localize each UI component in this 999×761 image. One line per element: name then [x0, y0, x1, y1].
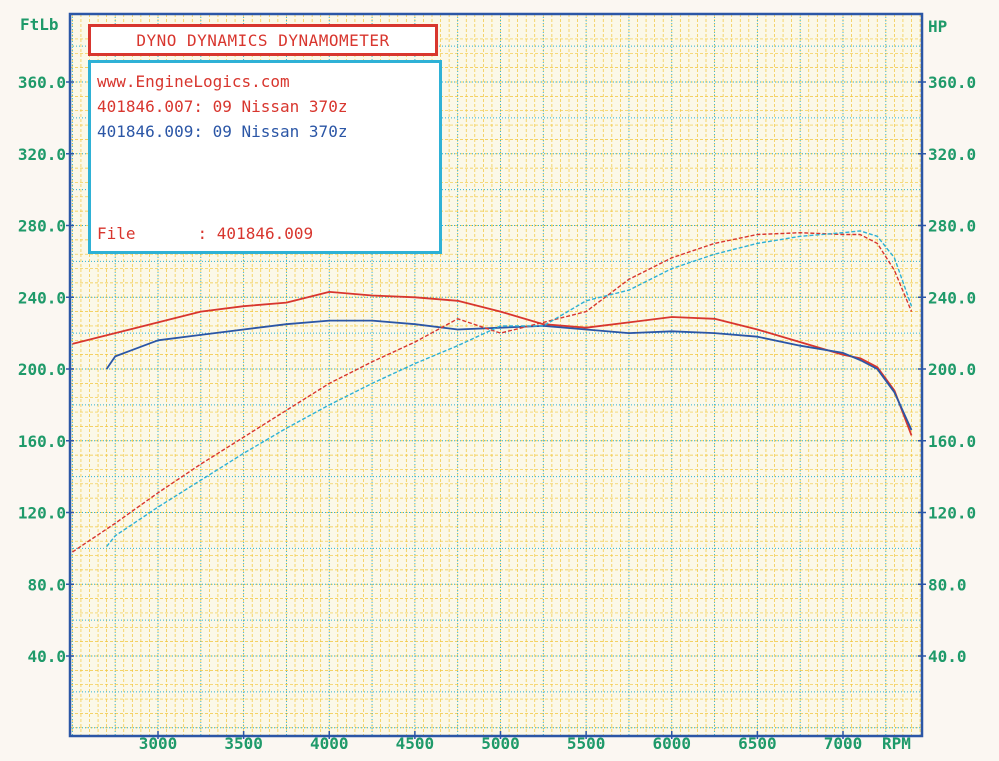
x-tick-label: 5500 — [567, 734, 606, 753]
x-tick-label: 5000 — [481, 734, 520, 753]
y-tick-label-right: 40.0 — [928, 647, 967, 666]
website-label: www.EngineLogics.com — [97, 72, 290, 91]
y-tick-label-left: 120.0 — [18, 504, 66, 523]
file-line: File : 401846.009 — [97, 221, 313, 246]
y-axis-left: 40.0 80.0 120.0 160.0 200.0 240.0 280.0 320.0 36… — [18, 73, 74, 666]
legend-entry-run-007: 401846.007: 09 Nissan 370z — [97, 97, 348, 116]
y-tick-label-left: 280.0 — [18, 217, 66, 236]
x-tick-label: 4500 — [396, 734, 435, 753]
left-unit-label: FtLb — [20, 15, 59, 34]
y-tick-label-right: 360.0 — [928, 73, 976, 92]
y-tick-label-left: 200.0 — [18, 360, 66, 379]
x-unit-label: RPM — [882, 734, 911, 753]
x-tick-label: 3500 — [224, 734, 263, 753]
x-tick-label: 7000 — [824, 734, 863, 753]
series-line-power-2 — [72, 232, 913, 553]
file-label: File — [97, 224, 136, 243]
y-tick-label-right: 320.0 — [928, 145, 976, 164]
y-tick-label-right: 160.0 — [928, 432, 976, 451]
x-tick-label: 3000 — [139, 734, 178, 753]
y-tick-label-left: 40.0 — [27, 647, 66, 666]
y-axis-right: 40.0 80.0 120.0 160.0 200.0 240.0 280.0 320.0 36… — [918, 73, 976, 666]
y-tick-label-right: 80.0 — [928, 575, 967, 594]
y-tick-label-left: 240.0 — [18, 288, 66, 307]
x-tick-label: 6500 — [738, 734, 777, 753]
y-tick-label-right: 240.0 — [928, 288, 976, 307]
file-value: : 401846.009 — [197, 224, 314, 243]
y-tick-label-right: 120.0 — [928, 504, 976, 523]
y-tick-label-left: 160.0 — [18, 432, 66, 451]
plot-frame — [68, 12, 924, 738]
x-tick-label: 6000 — [652, 734, 691, 753]
legend-box: www.EngineLogics.com 401846.007: 09 Niss… — [88, 60, 442, 254]
x-axis: 3000 3500 4000 4500 5000 5500 6000 6500 7000 — [139, 731, 863, 753]
chart-title-box: DYNO DYNAMICS DYNAMOMETER — [88, 24, 438, 56]
x-tick-label: 4000 — [310, 734, 349, 753]
legend-entry-run-009: 401846.009: 09 Nissan 370z — [97, 122, 348, 141]
y-tick-label-left: 320.0 — [18, 145, 66, 164]
y-tick-label-left: 360.0 — [18, 73, 66, 92]
y-tick-label-right: 200.0 — [928, 360, 976, 379]
chart-title: DYNO DYNAMICS DYNAMOMETER — [136, 30, 390, 50]
series-layer — [72, 230, 913, 553]
series-line-torque-1 — [105, 319, 913, 431]
y-tick-label-right: 280.0 — [928, 217, 976, 236]
series-line-power-3 — [106, 230, 913, 548]
right-unit-label: HP — [928, 17, 947, 36]
y-tick-label-left: 80.0 — [27, 575, 66, 594]
